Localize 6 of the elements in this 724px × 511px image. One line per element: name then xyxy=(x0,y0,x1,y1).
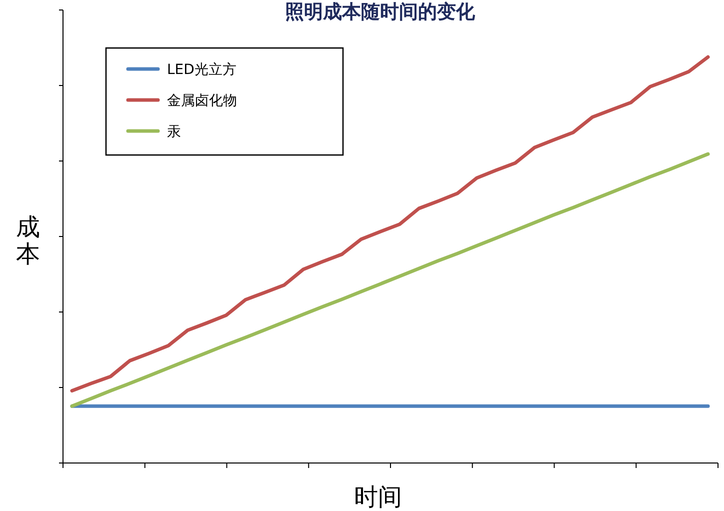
chart-title: 照明成本随时间的变化 xyxy=(285,1,476,23)
legend-label: LED光立方 xyxy=(167,62,236,78)
y-axis-title: 成本 xyxy=(16,213,40,268)
x-axis-title: 时间 xyxy=(354,483,402,511)
legend-label: 金属卤化物 xyxy=(167,93,237,109)
legend-label: 汞 xyxy=(167,124,181,140)
